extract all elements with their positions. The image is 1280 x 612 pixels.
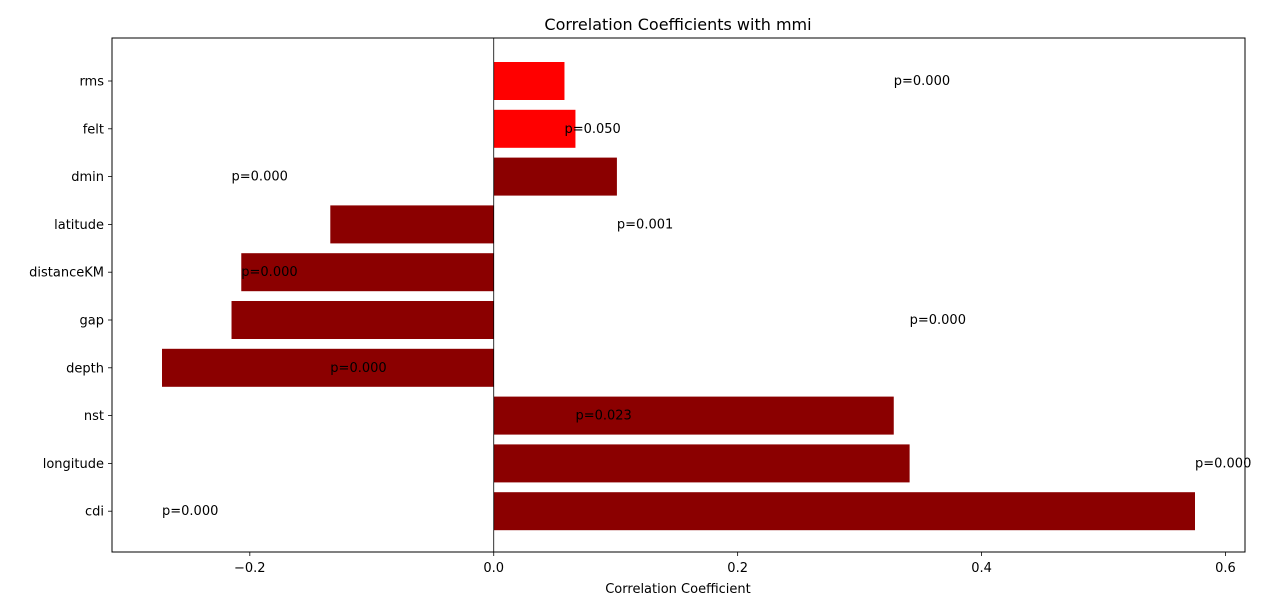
x-tick-label: 0.2 (727, 561, 748, 576)
bar-cdi (493, 492, 1195, 531)
y-tick-label-latitude: latitude (54, 218, 104, 233)
bars-group (162, 62, 1195, 531)
p-value-label-cdi: p=0.000 (162, 504, 218, 519)
y-tick-label-rms: rms (79, 75, 104, 90)
bar-latitude (330, 205, 494, 244)
p-value-label-gap: p=0.000 (910, 313, 966, 328)
plot-frame (111, 37, 1246, 553)
y-tick-label-gap: gap (80, 314, 104, 329)
bar-felt (493, 109, 576, 148)
p-value-label-felt: p=0.050 (564, 122, 620, 137)
x-tick-label: 0.6 (1215, 561, 1236, 576)
x-tick-label: 0.0 (483, 561, 504, 576)
bar-distancekm (241, 253, 494, 292)
x-axis-label: Correlation Coefficient (605, 582, 751, 597)
p-value-label-distancekm: p=0.000 (241, 265, 297, 280)
p-value-label-depth: p=0.000 (330, 361, 386, 376)
bar-gap (231, 301, 494, 339)
x-tick-label: −0.2 (234, 561, 266, 576)
p-value-label-latitude: p=0.001 (617, 217, 673, 232)
y-tick-label-longitude: longitude (43, 457, 104, 472)
y-tick-label-nst: nst (84, 409, 104, 424)
p-value-label-dmin: p=0.000 (232, 170, 288, 185)
x-axis-ticks: −0.2 0.0 0.2 0.4 0.6 (234, 552, 1236, 576)
p-value-annotations: p=0.000 p=0.050 p=0.000 p=0.001 p=0.000 p=0.0… (162, 74, 1251, 519)
bar-longitude (493, 444, 910, 483)
y-tick-label-cdi: cdi (85, 505, 104, 520)
y-axis-ticks: rms felt dmin latitude distanceKM gap depth nst… (29, 75, 112, 520)
bar-depth (162, 348, 494, 387)
bar-nst (493, 396, 894, 435)
y-tick-label-depth: depth (66, 361, 104, 376)
y-tick-label-distancekm: distanceKM (29, 266, 104, 281)
y-tick-label-felt: felt (83, 122, 104, 137)
bar-dmin (493, 157, 617, 196)
p-value-label-nst: p=0.023 (575, 409, 631, 424)
bar-rms (493, 62, 565, 100)
y-tick-label-dmin: dmin (71, 170, 104, 185)
p-value-label-rms: p=0.000 (894, 74, 950, 89)
x-tick-label: 0.4 (971, 561, 992, 576)
chart-title: Correlation Coefficients with mmi (544, 15, 811, 34)
p-value-label-longitude: p=0.000 (1195, 456, 1251, 471)
